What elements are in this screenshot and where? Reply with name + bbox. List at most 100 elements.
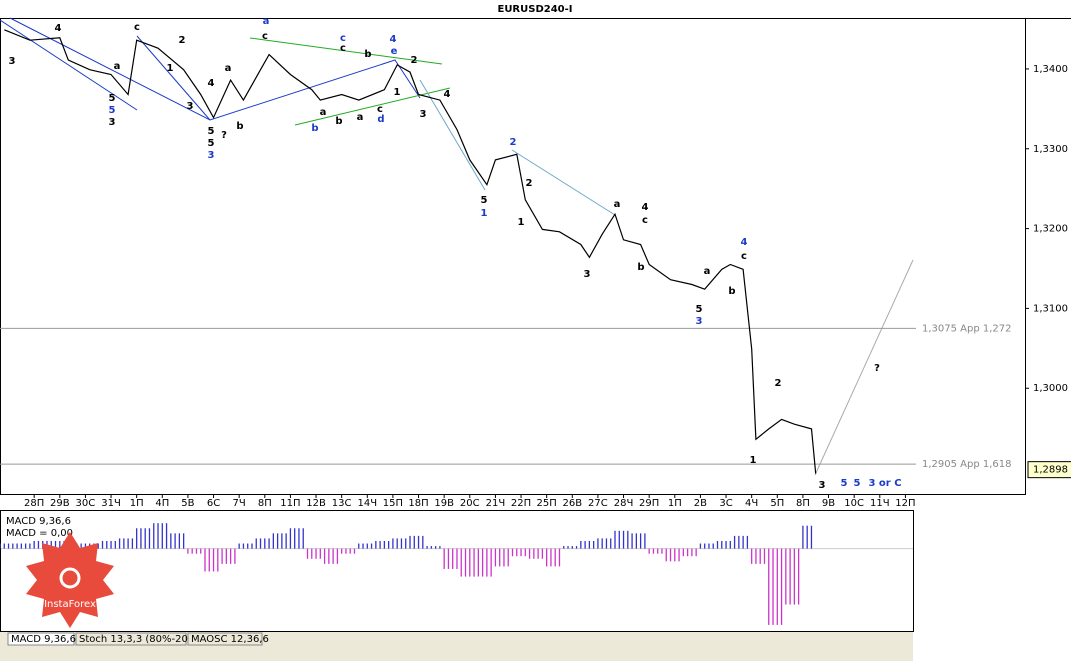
wave-label: a — [263, 16, 270, 27]
wave-label: b — [335, 116, 342, 127]
wave-label: 5 — [109, 105, 116, 116]
wave-label: ? — [221, 130, 227, 141]
x-tick-label: 12П — [895, 498, 915, 509]
logo-icon — [59, 567, 81, 589]
indicator-tab[interactable] — [187, 632, 263, 646]
last-price-label: 1,2898 — [1033, 465, 1068, 476]
x-tick-label: 6С — [207, 498, 220, 509]
wave-label: b — [364, 49, 371, 60]
wave-label: c — [262, 31, 268, 42]
wave-line — [136, 35, 211, 121]
y-tick-label: 1,3400 — [1033, 64, 1068, 75]
indicator-title: MACD 9,36,6 — [6, 516, 71, 527]
wave-label: 1 — [167, 63, 174, 74]
x-tick-label: 5В — [181, 498, 194, 509]
level-label: 1,3075 App 1,272 — [922, 323, 1012, 334]
x-tick-label: 22П — [511, 498, 531, 509]
wave-label: 5 — [208, 126, 215, 137]
wave-label: 3 or C — [868, 478, 901, 489]
wave-label: 5 — [481, 195, 488, 206]
logo-badge — [26, 532, 114, 628]
x-tick-label: 30С — [76, 498, 96, 509]
price-line — [4, 29, 817, 474]
wave-label: 2 — [179, 35, 186, 46]
x-tick-label: 12В — [306, 498, 326, 509]
wave-label: d — [377, 114, 384, 125]
last-price-box — [1027, 461, 1071, 479]
wave-label: 1 — [394, 87, 401, 98]
x-tick-label: 29П — [639, 498, 659, 509]
y-tick-label: 1,3000 — [1033, 383, 1068, 394]
wave-label: c — [340, 43, 346, 54]
wave-label: b — [311, 123, 318, 134]
x-tick-label: 14Ч — [357, 498, 377, 509]
wave-label: 4 — [741, 237, 748, 248]
x-tick-label: 21Ч — [486, 498, 506, 509]
wave-label: e — [391, 46, 398, 57]
x-tick-label: 19В — [434, 498, 454, 509]
wave-label: c — [642, 215, 648, 226]
wave-label: b — [728, 286, 735, 297]
wave-label: 5 — [109, 93, 116, 104]
x-tick-label: 11П — [280, 498, 300, 509]
wave-label: 1 — [750, 455, 757, 466]
wave-label: 4 — [208, 78, 215, 89]
brand-logo: InstaForex — [26, 532, 114, 628]
x-tick-label: 3С — [719, 498, 732, 509]
wave-label: 3 — [9, 56, 16, 67]
indicator-tab-label: MAOSC 12,36,6 — [191, 634, 269, 645]
wave-label: 5 — [854, 478, 861, 489]
y-tick-label: 1,3200 — [1033, 224, 1068, 235]
wave-label: 4 — [390, 34, 397, 45]
x-tick-label: 7Ч — [233, 498, 246, 509]
x-tick-label: 4Ч — [745, 498, 758, 509]
x-tick-label: 8П — [796, 498, 810, 509]
wave-label: b — [637, 262, 644, 273]
wave-label: 3 — [819, 480, 826, 491]
wave-label: a — [357, 112, 364, 123]
triangle-line — [294, 87, 451, 126]
x-tick-label: 13С — [332, 498, 352, 509]
wave-line — [511, 149, 616, 216]
wave-label: 2 — [526, 178, 533, 189]
indicator-tab-label: Stoch 13,3,3 (80%-20%) — [79, 634, 201, 645]
wave-label: 3 — [109, 117, 116, 128]
wave-label: b — [236, 121, 243, 132]
x-tick-label: 28П — [24, 498, 44, 509]
y-tick-label: 1,3300 — [1033, 144, 1068, 155]
indicator-value: MACD = 0,00 — [6, 528, 73, 539]
x-tick-label: 31Ч — [101, 498, 121, 509]
wave-label: 5 — [696, 304, 703, 315]
indicator-tab[interactable] — [75, 632, 187, 646]
x-tick-label: 25П — [537, 498, 557, 509]
wave-label: 5 — [208, 138, 215, 149]
x-tick-label: 15П — [383, 498, 403, 509]
wave-label: 3 — [584, 269, 591, 280]
y-tick-label: 1,3100 — [1033, 303, 1068, 314]
wave-label: ? — [874, 363, 880, 374]
x-tick-label: 8П — [258, 498, 272, 509]
wave-label: 3 — [420, 109, 427, 120]
wave-label: 2 — [510, 137, 517, 148]
x-tick-label: 27С — [588, 498, 608, 509]
indicator-tab[interactable] — [7, 632, 75, 646]
x-tick-label: 28Ч — [614, 498, 634, 509]
x-tick-label: 1П — [130, 498, 144, 509]
wave-label: a — [225, 63, 232, 74]
wave-label: 1 — [518, 217, 525, 228]
chart-title: EURUSD240-I — [497, 4, 572, 15]
wave-label: 2 — [411, 55, 418, 66]
wave-label: 3 — [696, 316, 703, 327]
x-tick-label: 2В — [694, 498, 707, 509]
projection-line — [814, 259, 914, 476]
wave-label: 3 — [187, 101, 194, 112]
wave-label: 5 — [841, 478, 848, 489]
wave-label: c — [741, 251, 747, 262]
wave-label: c — [377, 104, 383, 115]
indicator-tab-label: MACD 9,36,6 — [11, 634, 76, 645]
wave-label: 2 — [775, 378, 782, 389]
x-tick-label: 10С — [844, 498, 864, 509]
wave-label: 4 — [642, 202, 649, 213]
x-tick-label: 4П — [155, 498, 169, 509]
